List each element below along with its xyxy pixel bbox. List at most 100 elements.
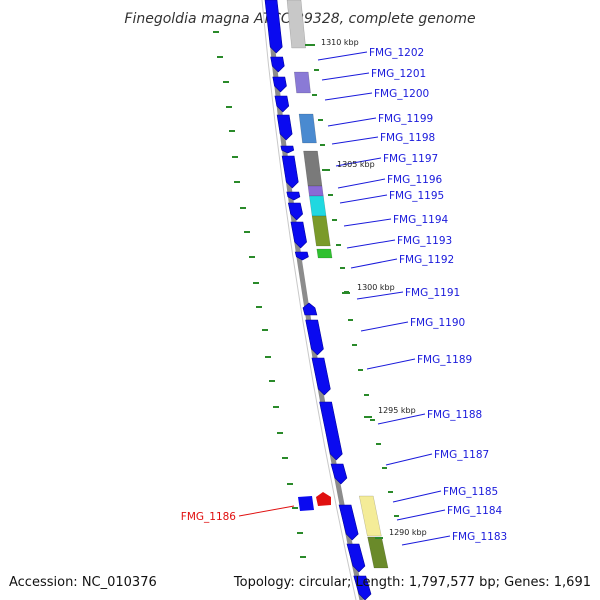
gene-label-text[interactable]: FMG_1190 <box>410 317 465 329</box>
gene-label-fmg-1193[interactable]: FMG_1193 <box>346 235 452 249</box>
gene-label-text[interactable]: FMG_1192 <box>399 254 454 266</box>
gene-label-text[interactable]: FMG_1186 <box>181 511 237 523</box>
gene-label-text[interactable]: FMG_1183 <box>452 531 507 543</box>
gene-label-text[interactable]: FMG_1200 <box>374 88 429 100</box>
gene-label-fmg-1194[interactable]: FMG_1194 <box>343 214 449 227</box>
scale-label: 1300 kbp <box>357 283 395 292</box>
gene-block[interactable] <box>367 536 389 569</box>
gene-label-fmg-1201[interactable]: FMG_1201 <box>321 68 426 81</box>
gene-block[interactable] <box>298 113 317 144</box>
gene-label-fmg-1189[interactable]: FMG_1189 <box>366 354 472 370</box>
gene-label-fmg-1186[interactable]: FMG_1186 <box>181 505 295 523</box>
gene-label-fmg-1188[interactable]: FMG_1188 <box>377 409 482 425</box>
gene-label-fmg-1184[interactable]: FMG_1184 <box>396 505 503 521</box>
gene-arrow[interactable] <box>274 95 290 113</box>
gene-arrow[interactable] <box>311 357 331 396</box>
gene-fmg-1186-block[interactable] <box>316 492 331 506</box>
gene-label-text[interactable]: FMG_1195 <box>389 190 444 202</box>
gene-block[interactable] <box>307 185 324 197</box>
gene-label-fmg-1196[interactable]: FMG_1196 <box>337 174 443 189</box>
gc-ticks <box>213 31 399 558</box>
gene-labels: FMG_1202 FMG_1201 FMG_1200 FMG_1199 FMG_1198… <box>181 47 507 546</box>
gene-label-fmg-1187[interactable]: FMG_1187 <box>385 449 489 466</box>
gene-arrow[interactable] <box>305 319 324 356</box>
gene-block[interactable] <box>358 495 382 537</box>
leader-line <box>339 194 388 204</box>
gene-arrow[interactable] <box>270 56 285 73</box>
gene-arrow[interactable] <box>280 145 295 154</box>
gene-label-text[interactable]: FMG_1193 <box>397 235 452 247</box>
gene-block[interactable] <box>309 195 327 217</box>
gene-label-text[interactable]: FMG_1184 <box>447 505 503 517</box>
leader-line <box>324 92 373 101</box>
gene-label-fmg-1198[interactable]: FMG_1198 <box>331 132 435 145</box>
leader-line <box>366 358 416 370</box>
gene-label-text[interactable]: FMG_1185 <box>443 486 498 498</box>
gene-arrow[interactable] <box>272 76 287 93</box>
gene-arrow[interactable] <box>290 221 307 249</box>
gene-arrow[interactable] <box>264 0 283 54</box>
gene-label-text[interactable]: FMG_1201 <box>371 68 426 80</box>
leader-line <box>350 258 398 269</box>
gene-block[interactable] <box>293 71 311 94</box>
gene-label-text[interactable]: FMG_1202 <box>369 47 424 59</box>
leader-line <box>392 490 442 503</box>
leader-line <box>356 291 404 300</box>
gene-label-text[interactable]: FMG_1189 <box>417 354 472 366</box>
scale-marks: 1310 kbp 1305 kbp 1300 kbp 1295 kbp 1290 kbp <box>305 38 427 539</box>
gene-arrow[interactable] <box>330 463 348 485</box>
leader-line <box>337 178 386 189</box>
leader-line <box>343 218 392 227</box>
gene-block[interactable] <box>286 0 306 49</box>
gene-fmg-1186-arrow[interactable] <box>298 496 314 511</box>
gene-label-text[interactable]: FMG_1197 <box>383 153 438 165</box>
leader-line <box>396 509 446 521</box>
gene-arrow[interactable] <box>319 401 343 461</box>
gene-label-text[interactable]: FMG_1196 <box>387 174 443 186</box>
gene-block[interactable] <box>316 248 333 259</box>
gene-label-text[interactable]: FMG_1194 <box>393 214 449 226</box>
leader-line <box>327 117 377 127</box>
gene-label-fmg-1195[interactable]: FMG_1195 <box>339 190 444 204</box>
gene-label-fmg-1191[interactable]: FMG_1191 <box>356 287 460 300</box>
gene-block[interactable] <box>311 215 331 247</box>
gene-label-text[interactable]: FMG_1199 <box>378 113 433 125</box>
leader-line <box>346 239 396 249</box>
gene-label-text[interactable]: FMG_1198 <box>380 132 435 144</box>
scale-label: 1290 kbp <box>389 528 427 537</box>
gene-label-text[interactable]: FMG_1187 <box>434 449 489 461</box>
scale-label: 1295 kbp <box>378 406 416 415</box>
leader-line <box>377 413 426 425</box>
gene-label-text[interactable]: FMG_1188 <box>427 409 482 421</box>
gene-arrow[interactable] <box>276 114 293 141</box>
scale-label: 1305 kbp <box>337 160 375 169</box>
leader-line <box>385 453 433 466</box>
gene-label-fmg-1199[interactable]: FMG_1199 <box>327 113 433 127</box>
accession-text: Accession: NC_010376 <box>9 575 157 590</box>
gene-arrow[interactable] <box>302 302 318 316</box>
gene-arrow[interactable] <box>338 504 359 541</box>
gene-label-fmg-1183[interactable]: FMG_1183 <box>401 531 507 546</box>
gene-label-fmg-1202[interactable]: FMG_1202 <box>317 47 424 61</box>
leader-line <box>335 157 382 167</box>
gene-label-fmg-1200[interactable]: FMG_1200 <box>324 88 429 101</box>
gene-arrow[interactable] <box>286 191 301 201</box>
gene-arrow[interactable] <box>294 251 309 261</box>
gene-label-fmg-1190[interactable]: FMG_1190 <box>360 317 465 332</box>
leader-line <box>401 535 451 546</box>
gene-arrow[interactable] <box>353 575 372 600</box>
gene-block[interactable] <box>303 150 323 187</box>
leader-line <box>317 51 368 61</box>
gene-label-fmg-1185[interactable]: FMG_1185 <box>392 486 498 503</box>
leader-line <box>238 505 295 517</box>
gene-label-text[interactable]: FMG_1191 <box>405 287 460 299</box>
leader-line <box>331 136 379 145</box>
backbone-inner-line <box>261 0 357 600</box>
gene-label-fmg-1197[interactable]: FMG_1197 <box>335 153 438 167</box>
gene-arrow[interactable] <box>281 155 299 189</box>
gene-arrow[interactable] <box>287 202 303 221</box>
gene-label-fmg-1192[interactable]: FMG_1192 <box>350 254 454 269</box>
gene-arrow[interactable] <box>346 543 366 573</box>
leader-line <box>321 72 370 81</box>
